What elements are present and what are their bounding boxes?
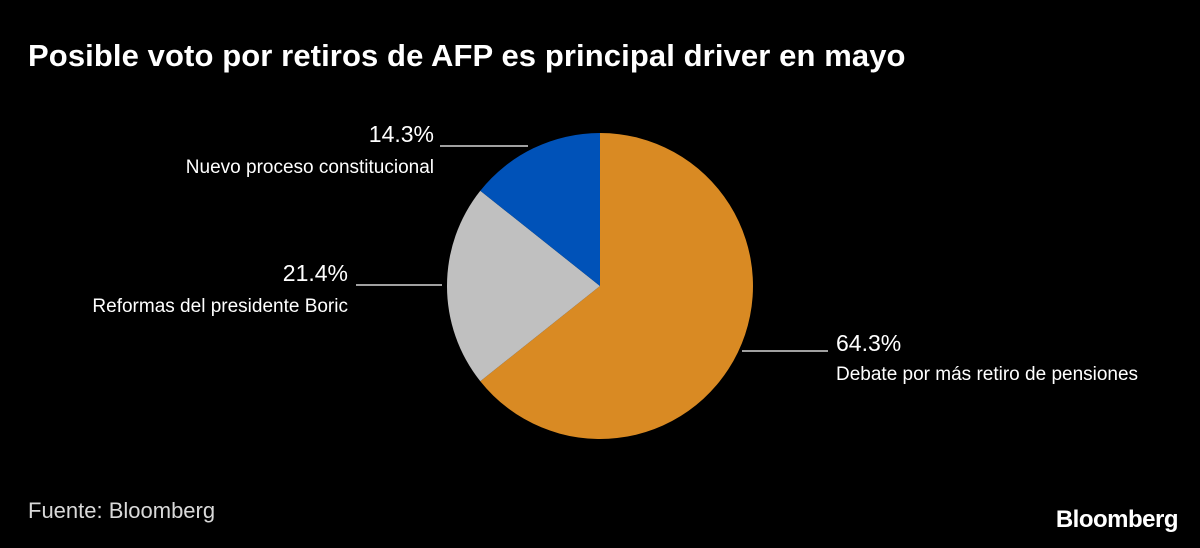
chart-title: Posible voto por retiros de AFP es princ… [28,38,906,73]
slice-category-label: Nuevo proceso constitucional [186,157,434,178]
bloomberg-logo: Bloomberg [1055,506,1179,533]
slice-category-label: Reformas del presidente Boric [92,296,348,317]
slice-value-label: 64.3% [836,330,901,356]
source-note: Fuente: Bloomberg [28,498,216,523]
slice-category-label: Debate por más retiro de pensiones [836,364,1138,385]
slice-value-label: 21.4% [283,260,348,286]
slice-value-label: 14.3% [369,121,434,147]
pie-slice [446,190,600,382]
pie-slice [480,133,753,439]
pie-slice [480,132,600,286]
